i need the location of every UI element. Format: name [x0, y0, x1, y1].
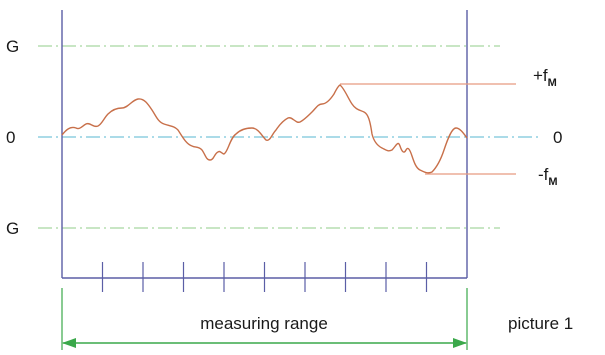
scale-ticks: [101, 262, 428, 292]
minus-fm-subscript: M: [548, 176, 557, 188]
plus-fm-label: +fM: [533, 66, 557, 89]
measuring-range-label: measuring range: [200, 314, 328, 333]
minus-fm-text: -f: [538, 165, 549, 184]
zero-right-label: 0: [553, 128, 562, 147]
picture-caption: picture 1: [508, 314, 573, 333]
g-lower-label: G: [6, 219, 19, 238]
plus-fm-text: +f: [533, 66, 548, 85]
surface-profile-curve: [61, 84, 468, 174]
g-upper-label: G: [6, 37, 19, 56]
minus-fm-label: -fM: [538, 165, 558, 188]
plus-fm-subscript: M: [548, 77, 557, 89]
zero-left-label: 0: [6, 128, 15, 147]
